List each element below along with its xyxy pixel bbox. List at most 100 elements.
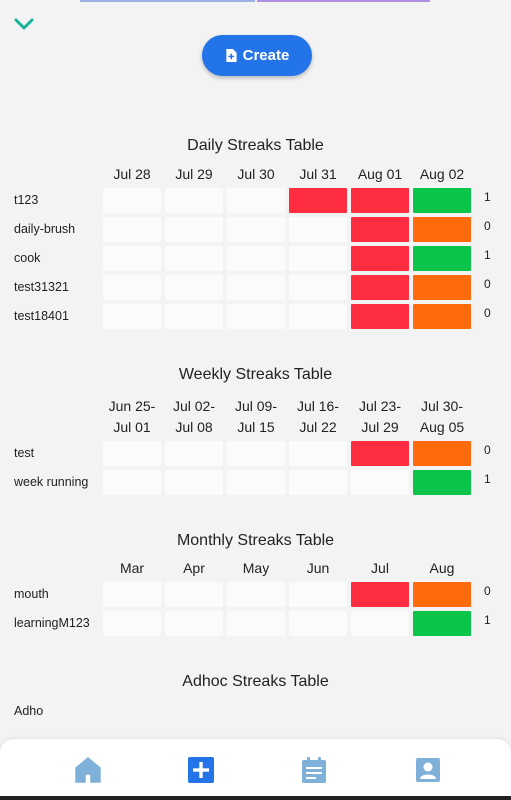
- streak-cell[interactable]: [289, 441, 347, 466]
- streak-cell[interactable]: [103, 217, 161, 242]
- streak-cell[interactable]: [413, 582, 471, 607]
- top-tab-indicator: [80, 0, 430, 2]
- row-label: t123: [14, 193, 39, 207]
- column-header-line: Jul 22: [299, 419, 337, 435]
- streak-cell[interactable]: [413, 611, 471, 636]
- add-square-icon[interactable]: [187, 756, 215, 784]
- streak-cell[interactable]: [413, 246, 471, 271]
- streak-cell[interactable]: [165, 217, 223, 242]
- streak-cell[interactable]: [289, 275, 347, 300]
- streak-cell[interactable]: [351, 304, 409, 329]
- row-label: week running: [14, 475, 89, 489]
- streak-cell[interactable]: [289, 304, 347, 329]
- streak-cell[interactable]: [413, 275, 471, 300]
- streak-cell[interactable]: [103, 304, 161, 329]
- column-header: Jul 09- Jul 15: [225, 396, 287, 438]
- streak-cell[interactable]: [227, 582, 285, 607]
- streak-cell[interactable]: [413, 441, 471, 466]
- streak-cell[interactable]: [165, 188, 223, 213]
- streak-cell[interactable]: [165, 582, 223, 607]
- row-label: daily-brush: [14, 222, 76, 236]
- streak-cell[interactable]: [165, 611, 223, 636]
- new-file-icon: [225, 49, 237, 62]
- streak-cell[interactable]: [227, 441, 285, 466]
- column-header: Jul 16- Jul 22: [287, 396, 349, 438]
- column-header: Apr: [183, 560, 205, 576]
- column-header-line: Jul 16-: [296, 398, 340, 414]
- column-header: Jul 29: [175, 166, 213, 182]
- streak-cell[interactable]: [103, 611, 161, 636]
- streak-cell[interactable]: [165, 275, 223, 300]
- streak-cell[interactable]: [351, 188, 409, 213]
- tab-indicator-left: [80, 0, 255, 2]
- streak-cell[interactable]: [351, 470, 409, 495]
- column-header: Jul 02- Jul 08: [163, 396, 225, 438]
- column-header: May: [242, 560, 270, 576]
- streak-count: 1: [484, 613, 491, 627]
- home-icon[interactable]: [74, 756, 102, 784]
- streak-cell[interactable]: [103, 470, 161, 495]
- create-button[interactable]: Create: [202, 35, 312, 76]
- streak-cell[interactable]: [227, 188, 285, 213]
- streak-cell[interactable]: [227, 217, 285, 242]
- streak-cell[interactable]: [103, 246, 161, 271]
- streak-cell[interactable]: [351, 246, 409, 271]
- streak-cell[interactable]: [227, 246, 285, 271]
- streak-cell[interactable]: [103, 188, 161, 213]
- column-header: Jun 25- Jul 01: [101, 396, 163, 438]
- streak-cell[interactable]: [289, 217, 347, 242]
- streak-count: 0: [484, 443, 491, 457]
- streak-cell[interactable]: [165, 246, 223, 271]
- column-header-line: Jul 09-: [234, 398, 278, 414]
- streak-cell[interactable]: [351, 611, 409, 636]
- daily-table-title: Daily Streaks Table: [187, 137, 324, 154]
- column-header: Mar: [119, 560, 145, 576]
- streak-cell[interactable]: [413, 217, 471, 242]
- column-header: Jun: [306, 560, 330, 576]
- column-header: Aug 02: [419, 166, 465, 182]
- streak-cell[interactable]: [165, 441, 223, 466]
- profile-icon[interactable]: [414, 756, 442, 784]
- streak-count: 0: [484, 584, 491, 598]
- row-label: test: [14, 446, 35, 460]
- row-label: Adho: [14, 704, 44, 718]
- streak-cell[interactable]: [413, 188, 471, 213]
- streak-cell[interactable]: [351, 582, 409, 607]
- streak-cell[interactable]: [289, 246, 347, 271]
- streak-cell[interactable]: [289, 188, 347, 213]
- column-header-line: Jul 02-: [172, 398, 216, 414]
- streak-cell[interactable]: [165, 470, 223, 495]
- bottom-navigation: [0, 739, 511, 800]
- streak-cell[interactable]: [289, 611, 347, 636]
- streak-cell[interactable]: [103, 275, 161, 300]
- streak-cell[interactable]: [227, 304, 285, 329]
- streak-cell[interactable]: [103, 582, 161, 607]
- column-header-line: Jul 15: [237, 419, 275, 435]
- streak-cell[interactable]: [351, 441, 409, 466]
- streak-cell[interactable]: [413, 304, 471, 329]
- tab-indicator-right: [257, 0, 430, 2]
- streak-cell[interactable]: [165, 304, 223, 329]
- column-header-line: Jun 25-: [108, 398, 156, 414]
- streak-cell[interactable]: [351, 217, 409, 242]
- streak-cell[interactable]: [227, 470, 285, 495]
- column-header: Jul 28: [113, 166, 151, 182]
- streak-cell[interactable]: [351, 275, 409, 300]
- streak-cell[interactable]: [289, 582, 347, 607]
- column-header-line: Jul 08: [175, 419, 213, 435]
- streak-cell[interactable]: [227, 275, 285, 300]
- streak-cell[interactable]: [413, 470, 471, 495]
- column-header-line: Jul 23-: [358, 398, 402, 414]
- chevron-down-icon[interactable]: [12, 14, 36, 34]
- column-header-line: Jul 01: [113, 419, 151, 435]
- row-label: mouth: [14, 587, 49, 601]
- column-header: Aug: [429, 560, 455, 576]
- adhoc-table-title: Adhoc Streaks Table: [182, 673, 329, 690]
- row-label: learningM123: [14, 616, 90, 630]
- streak-cell[interactable]: [103, 441, 161, 466]
- streak-cell[interactable]: [289, 470, 347, 495]
- streak-cell[interactable]: [227, 611, 285, 636]
- row-label: cook: [14, 251, 41, 265]
- calendar-list-icon[interactable]: [300, 756, 328, 784]
- monthly-table-title: Monthly Streaks Table: [176, 532, 335, 549]
